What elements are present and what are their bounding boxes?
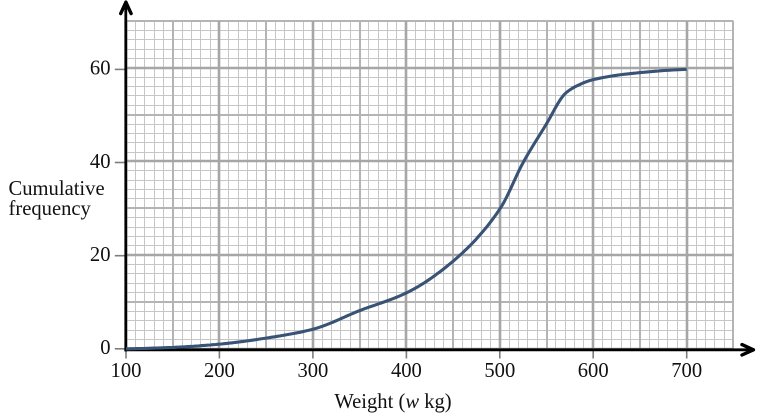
svg-text:400: 400 [391,360,422,382]
svg-text:frequency: frequency [9,198,92,220]
svg-text:200: 200 [204,360,235,382]
svg-text:40: 40 [90,151,111,173]
svg-text:100: 100 [111,360,142,382]
svg-text:500: 500 [484,360,515,382]
svg-text:Weight (w kg): Weight (w kg) [334,391,451,413]
svg-text:60: 60 [90,58,111,80]
svg-text:0: 0 [100,337,110,359]
svg-text:600: 600 [578,360,609,382]
svg-text:Cumulative: Cumulative [9,178,105,200]
svg-text:300: 300 [297,360,328,382]
svg-text:20: 20 [90,244,111,266]
svg-text:700: 700 [671,360,702,382]
